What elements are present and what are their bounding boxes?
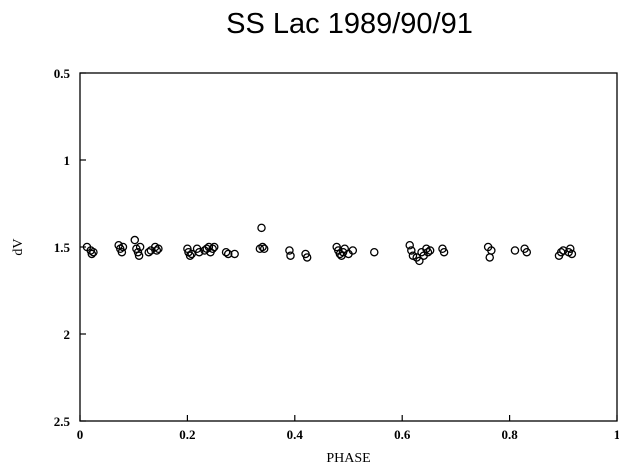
x-tick-label: 0.2: [179, 427, 195, 442]
data-point: [425, 246, 435, 255]
y-tick-label: 1.5: [54, 240, 71, 255]
chart-title: SS Lac 1989/90/91: [226, 8, 473, 40]
x-tick-label: 1: [614, 427, 619, 442]
data-point: [209, 242, 219, 252]
y-axis-title: dV: [11, 238, 26, 255]
x-tick-label: 0.8: [501, 427, 518, 442]
data-point: [566, 244, 575, 253]
data-points: [82, 223, 577, 266]
data-point: [259, 244, 269, 253]
data-point: [485, 253, 494, 262]
data-point: [405, 241, 414, 250]
data-point: [258, 242, 267, 252]
data-point: [285, 246, 294, 255]
data-point: [223, 249, 233, 259]
data-point: [348, 246, 358, 255]
data-point: [152, 246, 162, 255]
data-point: [194, 247, 204, 257]
data-point: [117, 247, 127, 257]
y-axis-ticks: 0.5 1 1.5 2 2.5: [54, 66, 86, 429]
data-point: [415, 256, 424, 266]
data-point: [221, 247, 231, 257]
y-tick-label: 2: [64, 327, 71, 342]
data-point: [302, 253, 312, 262]
data-point: [89, 247, 98, 257]
data-point: [118, 242, 128, 252]
data-point: [183, 244, 192, 253]
data-point: [230, 249, 239, 259]
x-axis-title: PHASE: [326, 451, 370, 466]
y-tick-label: 1: [64, 153, 71, 168]
x-tick-label: 0: [77, 427, 84, 442]
x-axis-ticks: 0 0.2 0.4 0.6 0.8 1: [77, 415, 619, 442]
data-point: [370, 247, 379, 257]
data-point: [133, 247, 143, 257]
data-point: [208, 244, 217, 253]
data-point: [187, 249, 196, 259]
data-point: [407, 246, 416, 255]
data-point: [439, 247, 449, 257]
data-point: [567, 249, 577, 259]
data-point: [487, 246, 496, 255]
data-point: [522, 247, 532, 257]
data-point: [130, 235, 140, 245]
data-point: [510, 246, 520, 255]
y-tick-label: 2.5: [54, 414, 71, 429]
data-point: [134, 251, 144, 260]
data-point: [423, 247, 433, 257]
x-tick-label: 0.4: [287, 427, 304, 442]
data-point: [154, 244, 163, 253]
data-point: [135, 242, 145, 252]
data-point: [87, 249, 97, 259]
x-tick-label: 0.6: [394, 427, 411, 442]
y-tick-label: 0.5: [54, 66, 71, 81]
data-point: [286, 251, 295, 260]
data-point: [144, 247, 153, 257]
data-point: [257, 223, 266, 233]
data-point: [185, 251, 195, 260]
